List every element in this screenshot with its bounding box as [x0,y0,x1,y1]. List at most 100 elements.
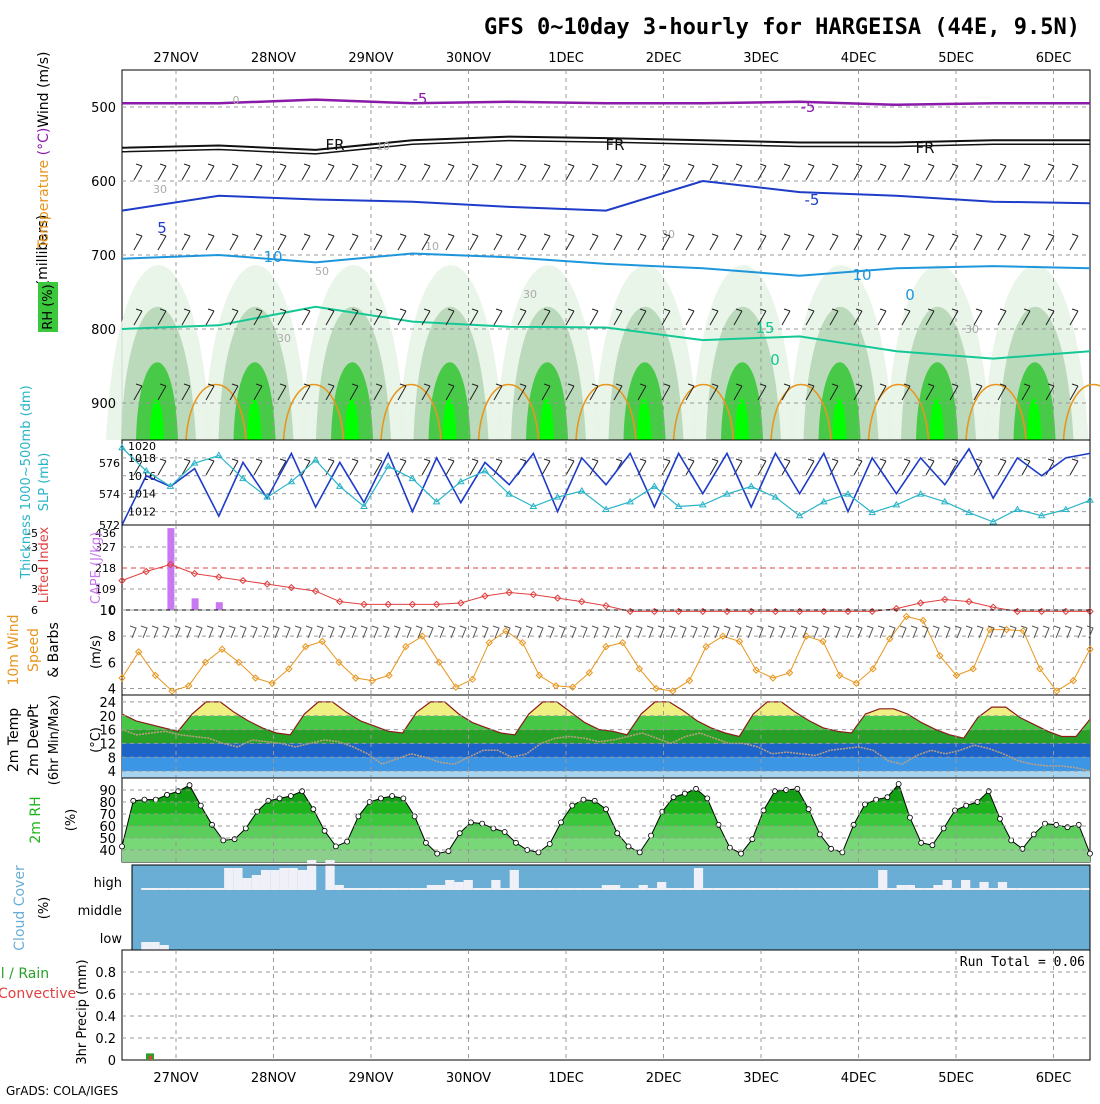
cloud-high-bar [657,882,666,890]
wind-barb [998,164,1006,180]
rh-point [1076,822,1081,827]
date-label-top: 28NOV [251,51,296,66]
li-tick: 6 [31,604,38,617]
rh-point [705,796,710,801]
wind-barb [902,459,910,475]
cloud-high-bar [196,888,205,890]
cloud-high-bar [943,880,952,890]
wind-barb [398,459,406,475]
wind-barb [470,164,478,180]
temp-ylabel-1: 2m Temp [6,708,22,772]
wind-barb [734,164,742,180]
rh-point [649,833,654,838]
temp-tick: 24 [99,696,116,711]
upper-air-ylabel-text: Temperature (°C)Wind (m/s) [36,51,52,249]
rh-point [919,840,924,845]
wind-barb [206,309,214,325]
cloud-tick: high [94,876,122,891]
rh-point [300,789,305,794]
rh-point [142,797,147,802]
rh-point [401,796,406,801]
precip-conv-bar [149,1056,152,1060]
rh-point [604,807,609,812]
cloud-high-bar [464,880,473,890]
cloud-high-bar [510,870,519,890]
wind-barb [230,164,238,180]
wind10-barb [449,626,455,638]
cloud-high-bar [823,888,832,890]
wind-barb [1070,459,1078,475]
cloud-high-bar [629,888,638,890]
rh-point [772,789,777,794]
rh-point [806,807,811,812]
cloud-high-bar [289,868,298,890]
wind10-barb [625,626,631,638]
wind-barb [542,234,550,250]
wind-barb [518,234,526,250]
cloud-high-bar [408,888,417,890]
wind-barb [566,234,574,250]
rh-point [1088,851,1093,856]
date-label-bottom: 29NOV [348,1071,393,1086]
rh-point [986,789,991,794]
wind-barb [206,164,214,180]
wind10-barb [185,626,191,638]
cloud-high-bar [768,888,777,890]
temp-tick: 8 [108,751,116,766]
rh-point [435,851,440,856]
rh-point [513,840,518,845]
cloud-high-bar [537,888,546,890]
cloud-high-bar [233,868,242,890]
cloud-high-bar [740,888,749,890]
cloud-high-bar [593,888,602,890]
rh-contour-label: 10 [376,140,390,153]
wind-barb [926,164,934,180]
precip-tick: 0.8 [95,966,116,981]
date-label-top: 4DEC [841,51,877,66]
rh-contour-label: 30 [153,183,167,196]
rh-point [558,820,563,825]
wind-barb [494,164,502,180]
cloud-high-bar [970,888,979,890]
cloud-high-bar [722,888,731,890]
wind-barb [422,459,430,475]
cloud-high-bar [547,888,556,890]
cloud-high-bar [252,875,261,890]
temp-band [122,743,1090,757]
wind-barb [254,459,262,475]
cloud-high-bar [869,888,878,890]
rh-point [176,789,181,794]
rh-contour-label: 0 [233,94,240,107]
rh-yunit: (%) [64,809,79,832]
li-ylabel: Lifted Index [37,526,52,603]
wind-barb [686,234,694,250]
wind-barb [998,459,1006,475]
wind-barb [710,459,718,475]
cloud-high-bar [979,882,988,890]
wind-barb [302,459,310,475]
wind-barb [974,234,982,250]
rh-band [122,814,1090,826]
contour-label: 0 [770,351,780,369]
rh-contour-label: 30 [965,323,979,336]
wind-barb [374,164,382,180]
rh-point [829,846,834,851]
cloud-high-bar [1035,888,1044,890]
wind10-barb [1065,626,1071,638]
contour-label: -5 [805,191,820,209]
wind-barb [974,164,982,180]
wind-barb [782,234,790,250]
rh-point [131,798,136,803]
cloud-low-bar [150,942,159,950]
cloud-high-bar [961,880,970,890]
cloud-high-bar [915,888,924,890]
thickness-tick: 574 [99,488,120,501]
cape-ylabel: CAPE (J/kg) [89,532,104,604]
rh-point [210,822,215,827]
wind10-yunit: (m/s) [89,635,104,669]
wind10-ylabel-2: Speed [26,628,42,672]
